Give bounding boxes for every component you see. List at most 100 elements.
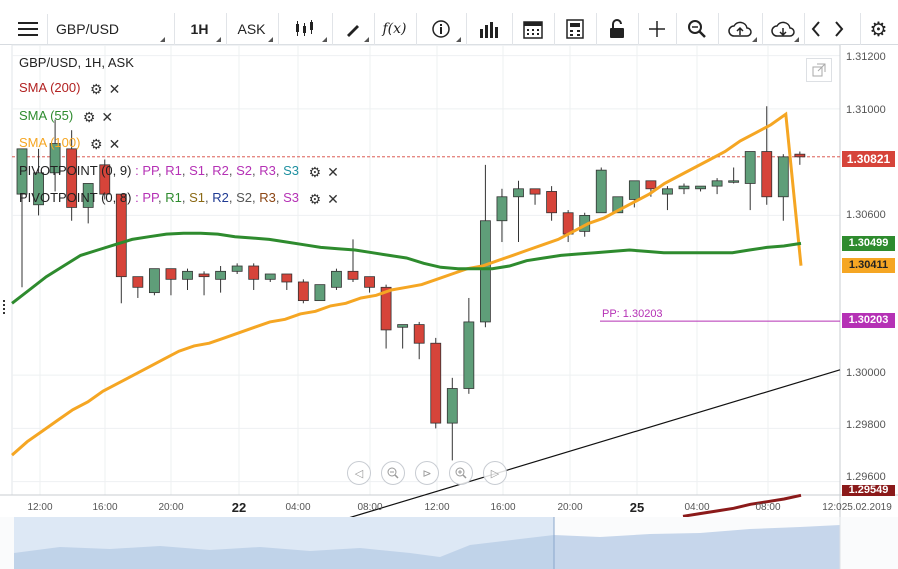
zoom-icon — [687, 20, 706, 38]
crosshair-icon — [648, 21, 665, 37]
candle — [397, 324, 409, 328]
timeframe-button[interactable]: 1H — [174, 13, 224, 45]
candle — [132, 276, 144, 288]
candle — [777, 156, 789, 198]
sma100-settings-icon[interactable]: ⚙ — [90, 135, 103, 152]
crosshair-button[interactable] — [638, 13, 674, 45]
legend-pivot2: PIVOTPOINT (0, 8) : PP, R1, S1, R2, S2, … — [19, 190, 339, 207]
navigator[interactable] — [0, 517, 898, 569]
plot-frame — [11, 44, 841, 496]
lock-icon — [609, 19, 624, 38]
candle — [496, 196, 508, 222]
pp-chart-label: PP: 1.30203 — [602, 308, 663, 320]
sma200-label: SMA (200) — [19, 80, 81, 95]
reset-button[interactable]: ⊳ — [415, 461, 439, 485]
pivot2-label: PIVOTPOINT (0, 8) — [19, 190, 132, 205]
x-tick-label: 08:00 — [357, 502, 383, 513]
zoom-button[interactable] — [676, 13, 716, 45]
sma55-line — [11, 231, 802, 305]
candle — [413, 324, 425, 344]
sma100-label: SMA (100) — [19, 135, 81, 150]
settings-button[interactable]: ⚙ — [860, 13, 896, 45]
pivot1-settings-icon[interactable]: ⚙ — [308, 163, 322, 180]
scroll-left-icon: ◁ — [354, 467, 364, 480]
x-tick-label: 12:00 — [27, 502, 53, 513]
next-button[interactable] — [828, 13, 850, 45]
download-button[interactable] — [762, 13, 802, 45]
candle — [182, 270, 193, 280]
scroll-right-icon: ▷ — [490, 467, 500, 480]
indicators-button[interactable]: f(x) — [374, 13, 414, 45]
sma55-settings-icon[interactable]: ⚙ — [82, 108, 96, 125]
sma55-label: SMA (55) — [19, 108, 74, 123]
candle — [579, 215, 591, 232]
candle — [794, 153, 806, 158]
candle — [662, 188, 673, 195]
sma55-price-label: 1.30499 — [842, 236, 895, 251]
pivot-line-label: S3 — [283, 163, 299, 178]
popout-button[interactable] — [806, 58, 832, 82]
x-tick-label: 20:00 — [557, 502, 583, 513]
sma200-settings-icon[interactable]: ⚙ — [90, 80, 103, 97]
candle — [761, 151, 773, 198]
pivot1-label: PIVOTPOINT (0, 9) — [19, 163, 132, 178]
pivot-line-label: S2 — [236, 190, 252, 205]
chart-type-button[interactable] — [278, 13, 330, 45]
candle — [695, 185, 706, 190]
candle — [744, 151, 756, 184]
info-button[interactable] — [416, 13, 464, 45]
zoom-out-button[interactable] — [381, 461, 405, 485]
draw-button[interactable] — [332, 13, 372, 45]
candle — [645, 180, 657, 190]
calculator-button[interactable] — [554, 13, 594, 45]
zoom-in-button[interactable] — [449, 461, 473, 485]
cloud-upload-icon — [727, 21, 752, 37]
pivot2-close-icon[interactable]: ✕ — [327, 190, 339, 207]
volume-button[interactable] — [466, 13, 510, 45]
prev-button[interactable] — [804, 13, 826, 45]
x-tick-label: 20:00 — [158, 502, 184, 513]
candles-icon — [295, 20, 313, 36]
lock-button[interactable] — [596, 13, 636, 45]
sma55-close-icon[interactable]: ✕ — [101, 108, 114, 125]
candle — [711, 180, 723, 187]
candle — [546, 191, 557, 214]
symbol-input[interactable] — [47, 14, 169, 44]
x-tick-label: 04:00 — [684, 502, 710, 513]
pivot2-settings-icon[interactable]: ⚙ — [308, 190, 322, 207]
pivot1-close-icon[interactable]: ✕ — [327, 163, 339, 180]
candle — [297, 281, 309, 302]
prev-icon — [811, 21, 820, 37]
candle — [347, 270, 359, 280]
candle — [281, 273, 293, 283]
candle — [463, 321, 475, 389]
zoom-out-icon — [387, 467, 399, 479]
upload-button[interactable] — [718, 13, 760, 45]
current-price-label: 1.30821 — [842, 151, 895, 167]
candle — [264, 273, 276, 280]
legend-title: GBP/USD, 1H, ASK — [19, 55, 134, 70]
menu-button[interactable] — [10, 13, 46, 45]
sma100-close-icon[interactable]: ✕ — [108, 135, 121, 152]
candle — [430, 342, 442, 424]
pivot-line-label: S1 — [189, 163, 205, 178]
pivot-line-label: R3 — [259, 190, 276, 205]
symbol-dropdown-icon — [160, 37, 165, 42]
sma200-close-icon[interactable]: ✕ — [108, 80, 121, 97]
x-tick-label: 22 — [231, 500, 247, 515]
x-tick-label: 16:00 — [490, 502, 516, 513]
calendar-button[interactable] — [512, 13, 552, 45]
candle — [248, 265, 260, 280]
scroll-right-button[interactable]: ▷ — [483, 461, 507, 485]
candle — [148, 268, 160, 294]
x-tick-label: 12:00 — [424, 502, 450, 513]
candle — [678, 185, 690, 190]
resize-handle[interactable] — [3, 300, 9, 314]
pivot-line-label: R3 — [259, 163, 276, 178]
pivot-line-label: PP — [142, 190, 158, 205]
pivot-line-label: S1 — [189, 190, 205, 205]
y-tick-label: 1.30600 — [846, 209, 886, 221]
price-type-button[interactable]: ASK — [226, 13, 276, 45]
scroll-left-button[interactable]: ◁ — [347, 461, 371, 485]
